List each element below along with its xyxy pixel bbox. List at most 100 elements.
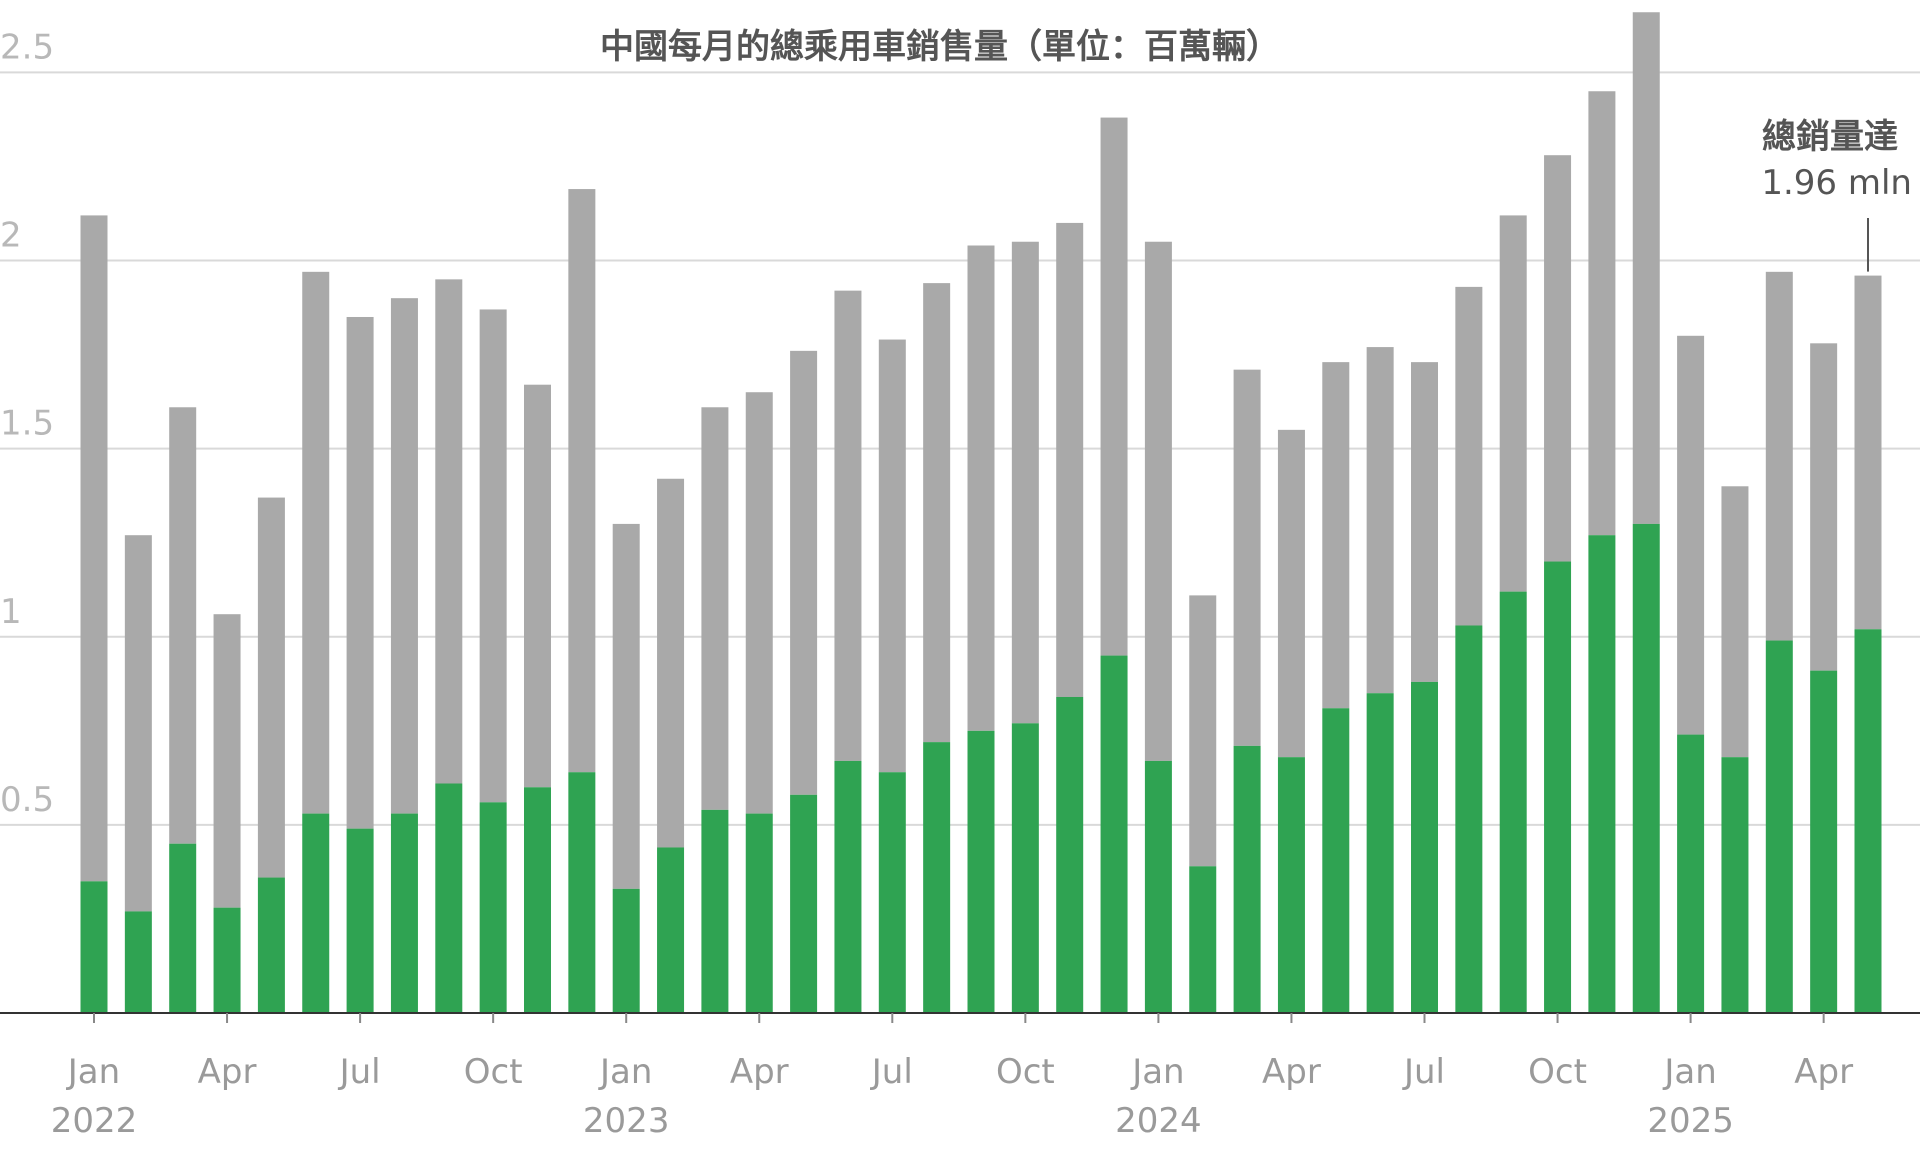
bar-total-2024-10 bbox=[1544, 155, 1572, 562]
bar-total-2023-06 bbox=[834, 290, 862, 761]
bar-total-2024-07 bbox=[1411, 362, 1438, 682]
bar-green-2025-05 bbox=[1854, 629, 1882, 1013]
annotation-line1: 總銷量達 bbox=[1762, 117, 1898, 157]
bar-total-2024-05 bbox=[1322, 362, 1350, 709]
bar-total-2025-05 bbox=[1854, 275, 1882, 630]
x-tick-month: Jan bbox=[598, 1052, 652, 1092]
bar-total-2023-02 bbox=[657, 478, 685, 848]
bar-total-2022-01 bbox=[80, 215, 108, 882]
bar-green-2023-07 bbox=[878, 772, 906, 1013]
x-tick-month: Jan bbox=[1662, 1052, 1716, 1092]
bar-total-2022-02 bbox=[124, 535, 152, 912]
x-tick-month: Oct bbox=[1528, 1052, 1587, 1092]
bar-green-2022-02 bbox=[124, 911, 152, 1013]
annotation-line2: 1.96 mln bbox=[1761, 163, 1912, 203]
bar-green-2023-06 bbox=[834, 760, 862, 1013]
bar-green-2023-10 bbox=[1011, 723, 1039, 1013]
bar-total-2024-12 bbox=[1632, 12, 1660, 524]
bar-green-2022-08 bbox=[390, 813, 418, 1013]
y-tick-label: 2.5 bbox=[0, 27, 54, 67]
x-axis-ticks: Jan 2022 Apr Jul Oct Jan 2023 Apr Jul Oct Jan 2024 A… bbox=[51, 1013, 1853, 1141]
bar-total-2023-08 bbox=[923, 283, 951, 743]
bar-total-2023-07 bbox=[878, 339, 906, 773]
bar-total-2022-08 bbox=[390, 298, 418, 814]
x-tick-month: Jul bbox=[338, 1052, 381, 1092]
bar-total-2023-10 bbox=[1011, 241, 1039, 724]
y-tick-label: 0.5 bbox=[0, 780, 54, 820]
x-tick-month: Oct bbox=[996, 1052, 1055, 1092]
annotation: 總銷量達 1.96 mln bbox=[1761, 117, 1912, 272]
bar-total-2024-01 bbox=[1144, 241, 1172, 761]
x-tick-year: 2022 bbox=[51, 1101, 138, 1141]
bar-green-2023-05 bbox=[790, 794, 818, 1013]
bar-total-2022-03 bbox=[169, 407, 197, 844]
bar-green-2024-01 bbox=[1144, 760, 1172, 1013]
bar-total-2022-12 bbox=[568, 189, 596, 773]
bar-green-2022-04 bbox=[213, 907, 241, 1013]
bar-green-2023-01 bbox=[612, 888, 640, 1013]
bar-total-2022-06 bbox=[302, 271, 330, 814]
bar-total-2024-04 bbox=[1277, 429, 1305, 758]
gridlines bbox=[0, 71, 1920, 826]
bar-total-2023-04 bbox=[745, 392, 773, 814]
bar-green-2024-07 bbox=[1411, 681, 1438, 1013]
bar-green-2022-06 bbox=[302, 813, 330, 1013]
bar-green-2023-09 bbox=[967, 730, 995, 1013]
x-tick-year: 2023 bbox=[583, 1101, 670, 1141]
bar-total-2025-04 bbox=[1810, 343, 1838, 671]
bar-total-2022-04 bbox=[213, 614, 241, 908]
bar-total-2022-09 bbox=[435, 279, 463, 784]
bar-green-2023-02 bbox=[657, 847, 685, 1013]
bar-green-2023-08 bbox=[923, 742, 951, 1013]
y-tick-label: 2 bbox=[0, 216, 22, 256]
bar-green-2024-12 bbox=[1632, 523, 1660, 1013]
bar-total-2023-12 bbox=[1100, 117, 1128, 656]
bar-green-2024-05 bbox=[1322, 708, 1350, 1013]
bar-green-2024-03 bbox=[1233, 745, 1261, 1013]
bar-total-2025-02 bbox=[1721, 486, 1749, 758]
bar-green-2022-03 bbox=[169, 843, 197, 1013]
bar-green-2022-10 bbox=[479, 802, 507, 1013]
bar-green-2024-02 bbox=[1189, 866, 1217, 1013]
x-tick-month: Jul bbox=[1402, 1052, 1445, 1092]
bar-total-2023-01 bbox=[612, 523, 640, 889]
x-tick-month: Oct bbox=[464, 1052, 523, 1092]
bar-total-2024-08 bbox=[1455, 286, 1483, 626]
bar-green-2022-01 bbox=[80, 881, 108, 1013]
x-tick-year: 2025 bbox=[1647, 1101, 1734, 1141]
bar-green-2024-11 bbox=[1588, 535, 1616, 1013]
bar-total-2024-03 bbox=[1233, 369, 1261, 746]
bar-total-2025-03 bbox=[1765, 271, 1793, 641]
bar-total-2022-10 bbox=[479, 309, 507, 803]
bar-total-2024-06 bbox=[1366, 347, 1394, 694]
bar-green-2022-07 bbox=[346, 828, 374, 1013]
bar-total-2023-03 bbox=[701, 407, 729, 810]
x-tick-year: 2024 bbox=[1115, 1101, 1202, 1141]
bar-green-2022-11 bbox=[524, 787, 551, 1013]
y-axis-ticks: 0.5 1 1.5 2 2.5 bbox=[0, 27, 54, 819]
x-tick-month: Jul bbox=[870, 1052, 913, 1092]
bar-green-2025-04 bbox=[1810, 670, 1838, 1013]
bar-green-2024-09 bbox=[1499, 591, 1527, 1013]
x-tick-month: Jan bbox=[1130, 1052, 1184, 1092]
bar-total-2024-09 bbox=[1499, 215, 1527, 592]
x-tick-month: Jan bbox=[66, 1052, 120, 1092]
bar-green-2023-04 bbox=[745, 813, 773, 1013]
bar-green-2025-02 bbox=[1721, 757, 1749, 1013]
bar-total-2024-02 bbox=[1189, 595, 1217, 867]
y-tick-label: 1 bbox=[0, 592, 22, 632]
bar-total-2023-11 bbox=[1056, 222, 1084, 697]
bar-total-2025-01 bbox=[1677, 335, 1705, 735]
bar-green-2024-08 bbox=[1455, 625, 1483, 1013]
bar-green-2023-03 bbox=[701, 809, 729, 1013]
x-tick-month: Apr bbox=[198, 1052, 257, 1092]
bar-total-2024-11 bbox=[1588, 91, 1616, 536]
bar-green-2022-12 bbox=[568, 772, 596, 1013]
bar-total-2022-07 bbox=[346, 316, 374, 829]
bar-total-2023-09 bbox=[967, 245, 995, 731]
bar-total-2023-05 bbox=[790, 350, 818, 795]
y-tick-label: 1.5 bbox=[0, 404, 54, 444]
bar-green-2025-01 bbox=[1677, 734, 1705, 1013]
bar-green-2024-06 bbox=[1366, 693, 1394, 1013]
bar-green-2022-05 bbox=[257, 877, 285, 1013]
